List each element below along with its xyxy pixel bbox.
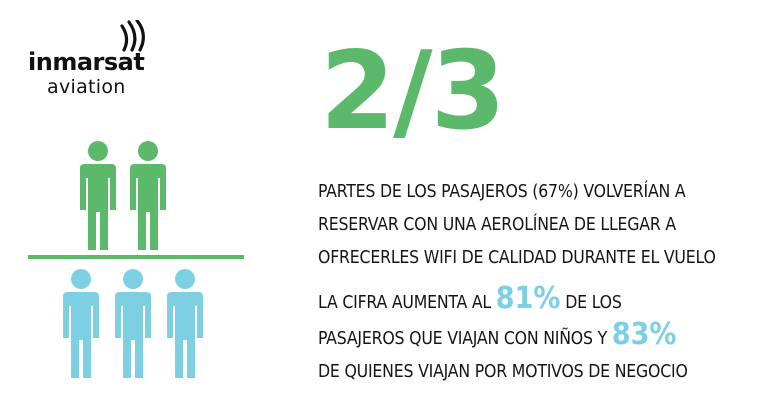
highlight-81-percent: 81%: [495, 281, 561, 316]
highlight-83-percent: 83%: [611, 317, 677, 352]
statement-paragraph-1: PARTES DE LOS PASAJEROS (67%) VOLVERÍAN …: [318, 176, 716, 275]
person-icon-blue: [115, 269, 151, 378]
statement2-line-1-after: DE LOS: [565, 293, 622, 313]
passenger-figures-illustration: [28, 141, 244, 378]
logo-brand-text: inmarsat: [28, 48, 145, 76]
statement2-line-1: LA CIFRA AUMENTA AL 81% DE LOS: [318, 284, 688, 320]
person-icon-green: [130, 141, 166, 250]
statement-paragraph-2: LA CIFRA AUMENTA AL 81% DE LOS PASAJEROS…: [318, 284, 688, 389]
person-icon-green: [80, 141, 116, 250]
person-icon-blue: [167, 269, 203, 378]
statement2-line-3: DE QUIENES VIAJAN POR MOTIVOS DE NEGOCIO: [318, 362, 688, 382]
statement2-line-2-before: PASAJEROS QUE VIAJAN CON NIÑOS Y: [318, 329, 607, 349]
divider-line: [28, 255, 244, 259]
logo-sub-text: aviation: [47, 76, 126, 98]
signal-wave-icon: [120, 20, 145, 52]
inmarsat-aviation-logo: inmarsat aviation: [28, 20, 168, 100]
statement2-line-2: PASAJEROS QUE VIAJAN CON NIÑOS Y 83%: [318, 320, 688, 356]
statement-line-1: PARTES DE LOS PASAJEROS (67%) VOLVERÍAN …: [318, 182, 686, 202]
statement-line-3: OFRECERLES WIFI DE CALIDAD DURANTE EL VU…: [318, 248, 716, 268]
person-icon-blue: [63, 269, 99, 378]
headline-fraction: 2/3: [320, 29, 506, 154]
statement-line-2: RESERVAR CON UNA AEROLÍNEA DE LLEGAR A: [318, 215, 676, 235]
statement2-line-1-before: LA CIFRA AUMENTA AL: [318, 293, 491, 313]
